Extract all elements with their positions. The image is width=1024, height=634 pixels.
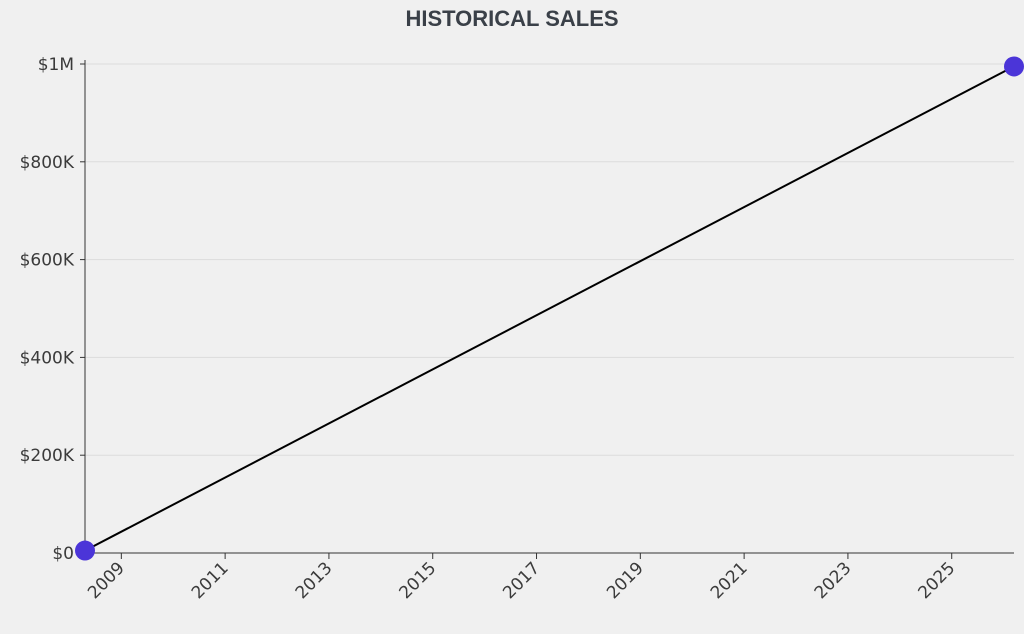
- gridlines: [85, 63, 1014, 456]
- x-tick-label: 2021: [707, 558, 752, 603]
- x-tick-label: 2025: [915, 558, 960, 603]
- x-tick-label: 2015: [396, 558, 441, 603]
- x-tick-label: 2013: [292, 558, 337, 603]
- x-tick-label: 2009: [84, 558, 129, 603]
- y-tick-label: $200K: [20, 446, 75, 466]
- data-point[interactable]: [75, 540, 95, 561]
- y-tick-label: $1M: [38, 55, 74, 75]
- x-axis-ticks: 2009 2011 2013 2015 2017 2019 2021 2023 2025: [84, 553, 959, 603]
- y-axis-ticks: $0 $200K $400K $600K $800K $1M: [20, 55, 85, 564]
- x-tick-label: 2017: [499, 558, 544, 603]
- series-group: [75, 56, 1024, 561]
- y-tick-label: $600K: [20, 251, 75, 271]
- x-tick-label: 2019: [603, 558, 648, 603]
- axes: [84, 60, 1014, 554]
- x-tick-label: 2023: [811, 558, 856, 603]
- y-tick-label: $0: [52, 544, 74, 564]
- data-point[interactable]: [1004, 56, 1024, 77]
- x-tick-label: 2011: [188, 558, 233, 603]
- y-tick-label: $800K: [20, 153, 75, 173]
- series-line: [84, 65, 1015, 552]
- chart-title: HISTORICAL SALES: [405, 6, 618, 31]
- y-tick-label: $400K: [20, 348, 75, 368]
